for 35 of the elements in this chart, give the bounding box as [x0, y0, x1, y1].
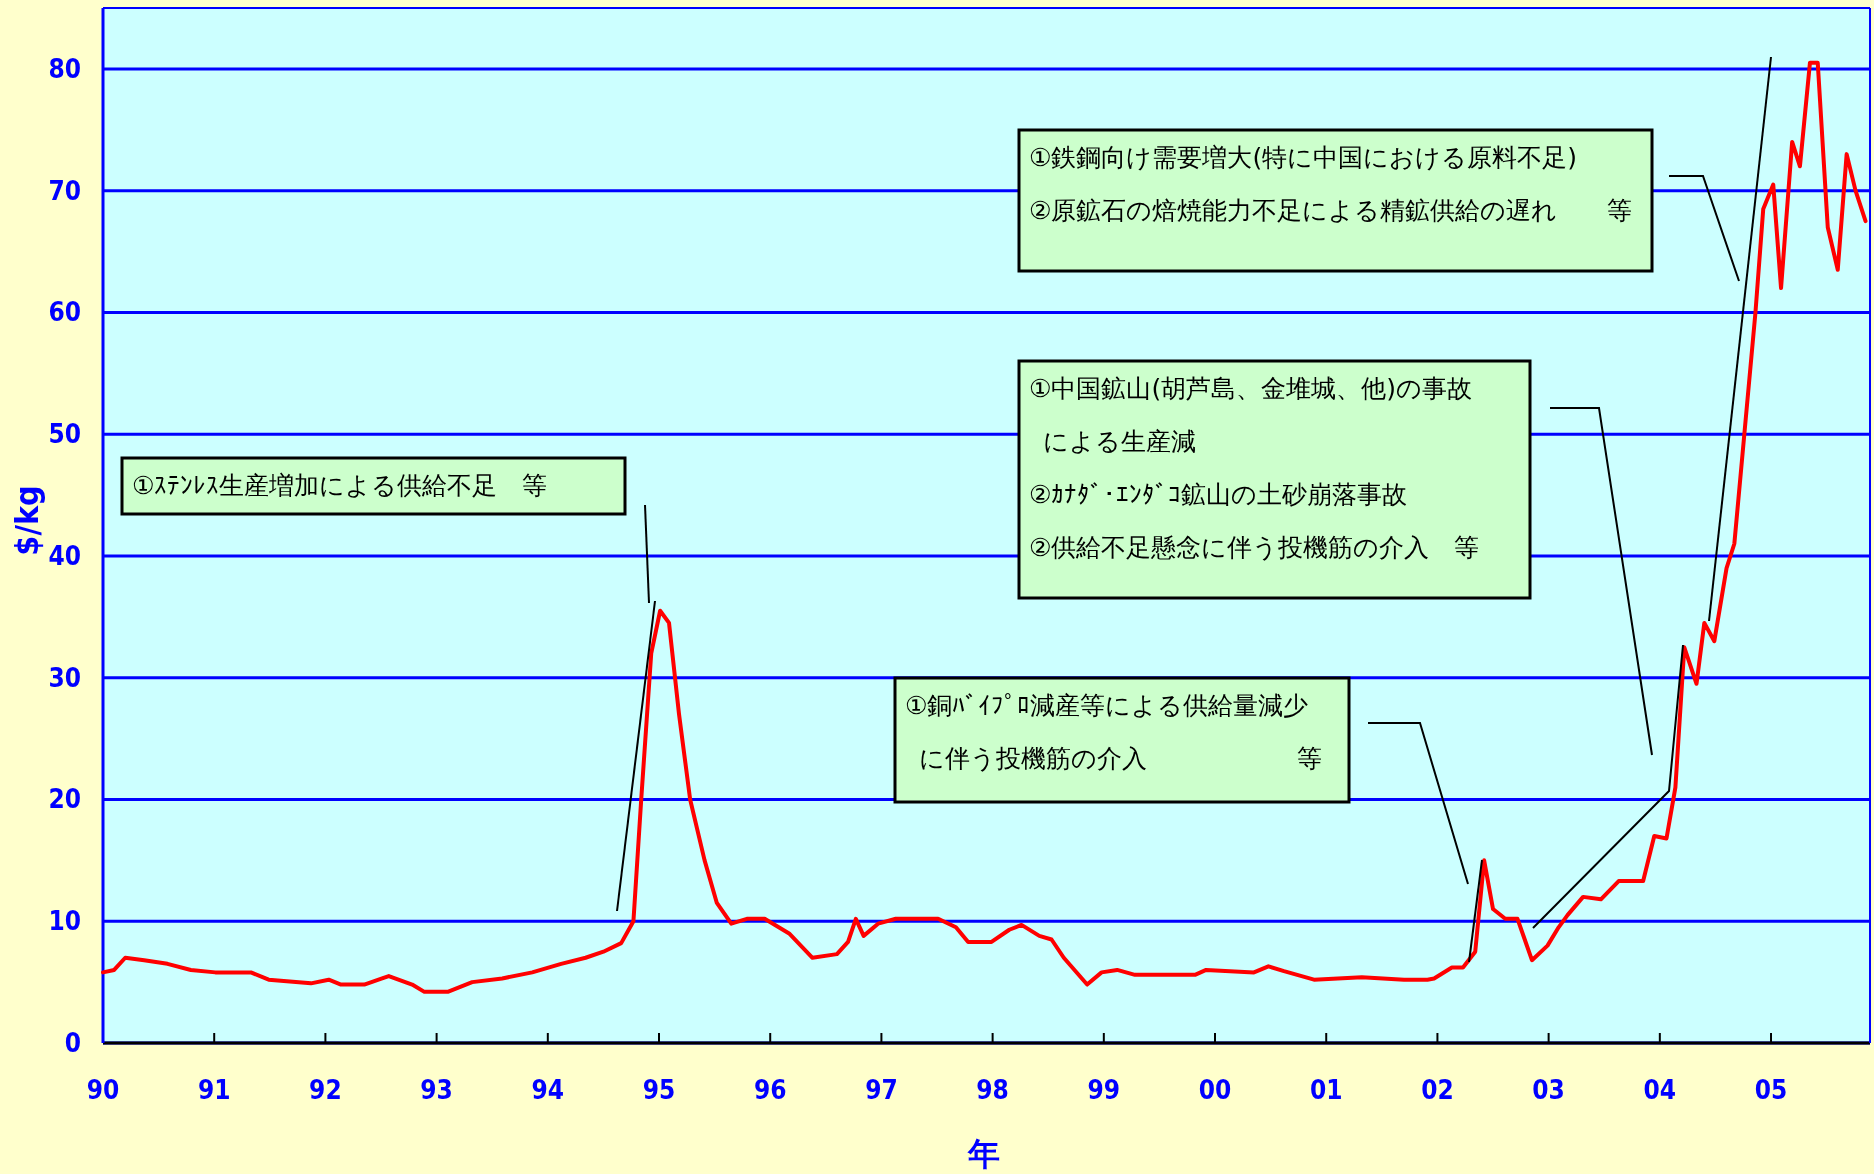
annotation: ②供給不足懸念に伴う投機筋の介入 等	[1029, 533, 1480, 562]
annotation: ②原鉱石の焙焼能力不足による精鉱供給の遅れ 等	[1029, 196, 1633, 225]
y-tick-label: 0	[64, 1028, 81, 1058]
y-tick-label: 10	[48, 906, 81, 937]
x-tick-label: 97	[865, 1075, 898, 1105]
y-tick-label: 30	[48, 662, 81, 693]
x-tick-label: 95	[642, 1075, 676, 1105]
line-series	[101, 60, 1868, 994]
x-tick-label: 00	[1198, 1075, 1232, 1105]
y-tick-label: 80	[48, 53, 81, 84]
x-tick-label: 01	[1309, 1075, 1343, 1105]
y-tick-label: 50	[48, 419, 81, 450]
annotation: ①中国鉱山(胡芦島、金堆城、他)の事故による生産減	[1029, 374, 1472, 456]
x-tick-label: 99	[1087, 1075, 1121, 1105]
x-tick-label: 94	[531, 1075, 565, 1105]
y-tick-label: 20	[48, 784, 81, 815]
annotation: ①ｽﾃﾝﾚｽ生産増加による供給不足 等	[132, 471, 548, 500]
y-axis-title: $/kg	[8, 485, 46, 556]
x-tick-label: 05	[1754, 1075, 1788, 1105]
x-tick-label: 04	[1643, 1075, 1677, 1105]
x-tick-label: 92	[309, 1075, 342, 1105]
x-tick-label: 98	[976, 1075, 1009, 1105]
x-tick-label: 02	[1421, 1075, 1454, 1105]
annotation: ②ｶﾅﾀﾞ･ｴﾝﾀﾞｺ鉱山の土砂崩落事故	[1029, 480, 1408, 509]
y-tick-label: 40	[48, 540, 81, 571]
x-tick-label: 96	[753, 1075, 787, 1105]
y-tick-label: 60	[48, 297, 81, 328]
x-tick-label: 90	[86, 1075, 120, 1105]
x-tick-label: 91	[197, 1075, 231, 1105]
x-tick-label: 93	[420, 1075, 453, 1105]
x-axis-title: 年	[966, 1135, 1000, 1173]
x-tick-label: 03	[1532, 1075, 1565, 1105]
annotation: ①銅ﾊﾞｲﾌﾟﾛ減産等による供給量減少に伴う投機筋の介入 等	[905, 691, 1322, 773]
annotation: ①鉄鋼向け需要増大(特に中国における原料不足)	[1029, 143, 1577, 172]
y-tick-label: 70	[48, 175, 81, 206]
